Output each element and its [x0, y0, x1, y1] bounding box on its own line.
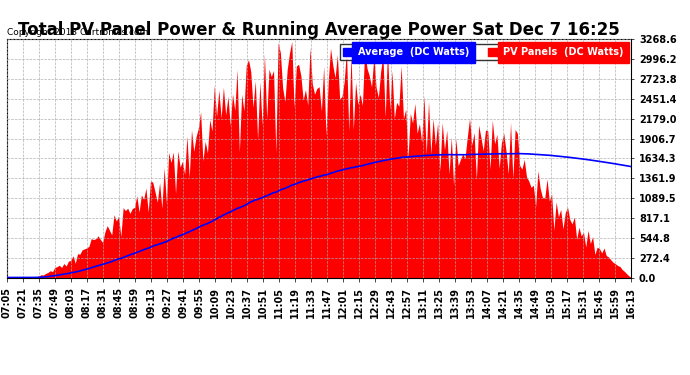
- Text: Copyright 2013 Cartronics.com: Copyright 2013 Cartronics.com: [7, 28, 148, 37]
- Title: Total PV Panel Power & Running Average Power Sat Dec 7 16:25: Total PV Panel Power & Running Average P…: [18, 21, 620, 39]
- Legend: Average  (DC Watts), PV Panels  (DC Watts): Average (DC Watts), PV Panels (DC Watts): [340, 44, 627, 60]
